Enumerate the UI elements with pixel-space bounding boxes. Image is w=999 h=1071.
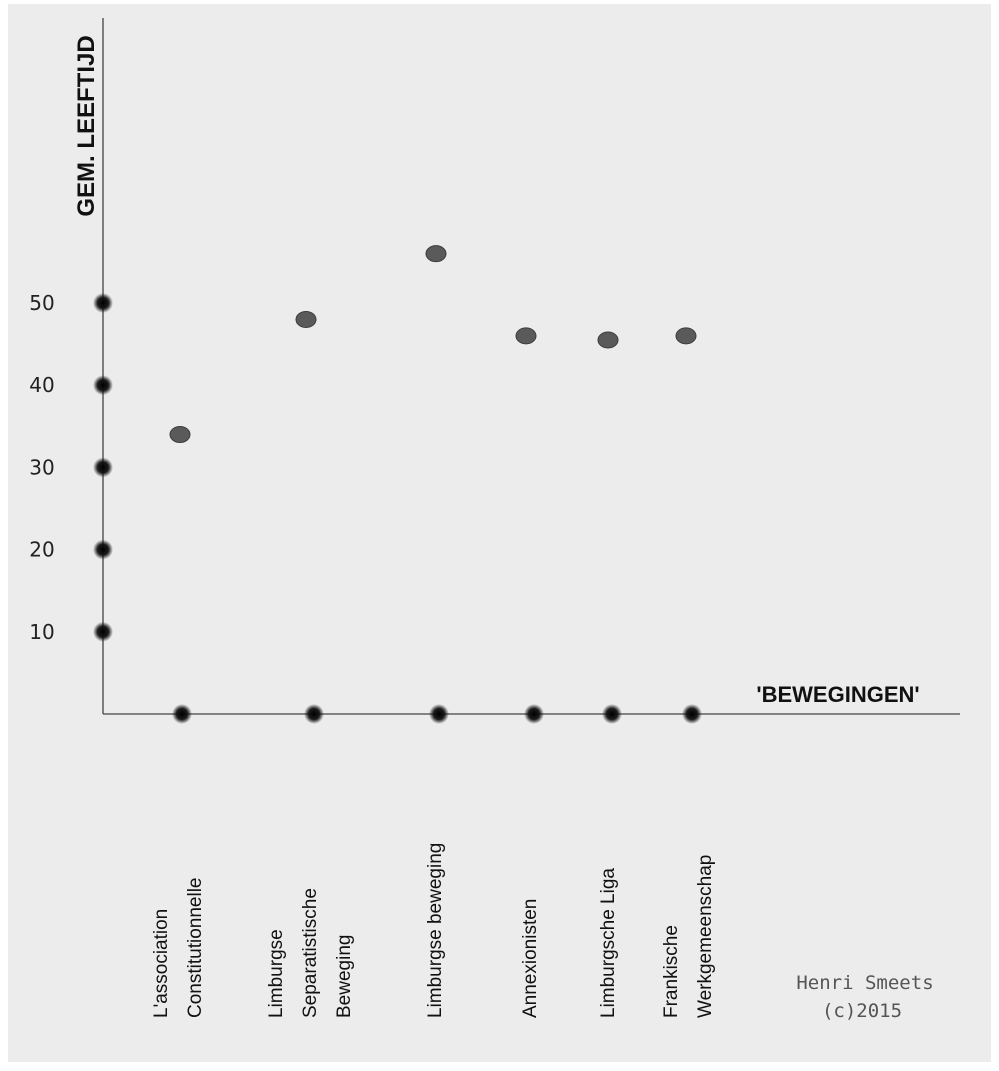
category-label-6-line-1: Frankische (661, 925, 682, 1018)
y-axis-label: GEM. LEEFTIJD (73, 35, 100, 216)
category-labels: L'association Constitutionnelle Limburgse S… (151, 843, 716, 1018)
data-point-2 (295, 310, 317, 328)
credit-year: (c)2015 (822, 1000, 902, 1022)
x-tick-marker-2 (304, 704, 324, 724)
y-tick-marker-30 (93, 457, 113, 478)
x-tick-marker-3 (429, 704, 449, 724)
x-tick-marker-4 (524, 704, 544, 724)
category-label-2-line-3: Beweging (334, 935, 355, 1018)
x-ticks (172, 704, 702, 724)
data-point-6 (675, 327, 697, 345)
chart-background (8, 4, 991, 1062)
data-point-4 (515, 327, 537, 345)
y-tick-marker-40 (93, 375, 113, 396)
category-label-2-line-1: Limburgse (266, 929, 287, 1018)
category-label-5-line-1: Limburgsche Liga (598, 868, 619, 1018)
x-axis-label: 'BEWEGINGEN' (756, 682, 919, 707)
credit-author: Henri Smeets (796, 972, 933, 994)
data-point-3 (425, 245, 447, 263)
y-ticks: 10 20 30 40 50 (29, 291, 113, 644)
data-points (169, 245, 697, 444)
category-label-6-line-2: Werkgemeenschap (695, 855, 716, 1018)
x-tick-marker-6 (682, 704, 702, 724)
x-tick-marker-1 (172, 704, 192, 724)
category-label-1-line-2: Constitutionnelle (185, 878, 206, 1018)
y-tick-marker-50 (93, 293, 113, 313)
y-tick-label-20: 20 (29, 538, 54, 562)
y-tick-label-30: 30 (29, 455, 54, 479)
category-label-3-line-1: Limburgse beweging (425, 843, 446, 1018)
y-tick-marker-20 (93, 539, 113, 560)
category-label-2-line-2: Separatistische (300, 888, 321, 1018)
data-point-5 (597, 331, 619, 349)
data-point-1 (169, 426, 191, 444)
y-tick-label-50: 50 (29, 291, 54, 315)
y-tick-label-40: 40 (29, 373, 54, 397)
x-tick-marker-5 (602, 704, 622, 724)
category-label-1-line-1: L'association (151, 909, 172, 1018)
y-tick-marker-10 (93, 621, 113, 642)
y-tick-label-10: 10 (29, 620, 54, 644)
category-label-4-line-1: Annexionisten (520, 899, 541, 1018)
